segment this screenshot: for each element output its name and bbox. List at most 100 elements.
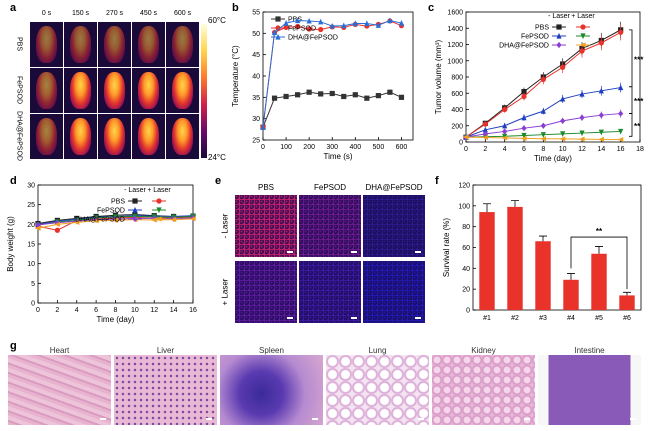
y-tick-label: 1000 bbox=[447, 58, 463, 65]
legend-entry: DHA@FePSOD bbox=[288, 35, 338, 42]
tissue-label: Lung bbox=[368, 346, 387, 355]
legend-marker bbox=[556, 32, 562, 39]
y-tick-label: 1200 bbox=[447, 42, 463, 49]
x-tick-label: 200 bbox=[303, 144, 315, 151]
x-tick-label: 0 bbox=[464, 146, 468, 153]
data-point bbox=[93, 218, 99, 224]
x-tick-label: 10 bbox=[131, 307, 139, 314]
y-tick-label: 80 bbox=[462, 224, 470, 231]
legend-marker bbox=[556, 24, 562, 30]
x-tick-label: 12 bbox=[150, 307, 158, 314]
legend-marker bbox=[580, 24, 586, 30]
data-point bbox=[560, 131, 566, 137]
colorbar-min-label: 24°C bbox=[208, 153, 226, 162]
bar bbox=[619, 295, 635, 310]
row-label: FePSOD bbox=[15, 75, 23, 105]
thermal-image bbox=[132, 68, 165, 113]
data-point bbox=[306, 26, 312, 32]
x-tick-label: 8 bbox=[114, 307, 118, 314]
data-point bbox=[579, 90, 585, 97]
error-bar bbox=[623, 291, 631, 296]
fluorescence-image bbox=[235, 261, 297, 323]
mouse-thermal-shape bbox=[172, 72, 193, 109]
row-label: + Laser bbox=[220, 278, 230, 306]
y-tick-label: 200 bbox=[451, 123, 463, 130]
thermal-image bbox=[30, 22, 63, 67]
data-point bbox=[482, 126, 488, 133]
panel-d-label: d bbox=[10, 175, 17, 187]
data-point bbox=[318, 26, 324, 33]
mouse-thermal-shape bbox=[138, 26, 159, 63]
fluorescence-image bbox=[363, 195, 425, 257]
histology-image bbox=[8, 355, 111, 425]
panel-a-label: a bbox=[10, 2, 17, 14]
y-axis-label: Tumor volume (mm³) bbox=[434, 39, 443, 114]
y-tick-label: 15 bbox=[27, 242, 35, 249]
data-point bbox=[502, 106, 508, 113]
fluorescence-image bbox=[299, 195, 361, 257]
data-point bbox=[387, 89, 393, 95]
data-point bbox=[578, 136, 585, 142]
scale-bar bbox=[312, 418, 318, 420]
column-label: DHA@FePSOD bbox=[365, 183, 423, 192]
x-tick-label: 16 bbox=[189, 307, 197, 314]
data-point bbox=[617, 136, 624, 143]
legend-marker bbox=[156, 198, 162, 204]
error-bar bbox=[539, 235, 547, 242]
time-label: 600 s bbox=[173, 10, 192, 17]
data-point bbox=[329, 22, 335, 29]
time-label: 150 s bbox=[71, 10, 90, 17]
data-point bbox=[598, 112, 604, 119]
y-tick-label: 20 bbox=[27, 222, 35, 229]
data-point bbox=[598, 40, 604, 46]
error-bar bbox=[567, 273, 575, 280]
x-tick-label: #1 bbox=[483, 315, 491, 322]
y-tick-label: 25 bbox=[252, 138, 260, 145]
y-tick-label: 800 bbox=[451, 75, 463, 82]
tumor-volume-chart: 0 2 4 6 8 10 12 14 16 18 0 200 400 600 800 1000 1200 1400… bbox=[434, 10, 644, 164]
y-tick-label: 120 bbox=[458, 183, 470, 190]
data-point bbox=[112, 217, 119, 223]
y-axis-label: Survival rate (%) bbox=[442, 218, 451, 277]
y-tick-label: 50 bbox=[252, 31, 260, 38]
data-point bbox=[375, 93, 381, 99]
data-point bbox=[560, 95, 566, 102]
panel-c: c 0 2 4 6 8 10 12 14 16 18 0 200 400 600 800 1000 1200 14… bbox=[428, 0, 650, 170]
scale-bar bbox=[415, 251, 421, 253]
y-tick-label: 100 bbox=[458, 203, 470, 210]
data-point bbox=[54, 221, 60, 227]
x-tick-label: 8 bbox=[541, 146, 545, 153]
thermal-image bbox=[166, 22, 199, 67]
legend-marker bbox=[132, 198, 138, 204]
x-tick-label: 400 bbox=[349, 144, 361, 151]
scale-bar bbox=[206, 418, 212, 420]
y-tick-label: 1400 bbox=[447, 26, 463, 33]
body-weight-chart: 0 2 4 6 8 10 12 14 16 0 5 10 15 20 25 30 Time (day) Body … bbox=[6, 183, 197, 325]
x-tick-label: #2 bbox=[511, 315, 519, 322]
data-point bbox=[170, 217, 177, 223]
x-tick-label: 16 bbox=[617, 146, 625, 153]
data-point bbox=[295, 17, 301, 24]
temperature-chart: 0 100 200 300 400 500 600 25 30 35 40 45 50 55 Time (s… bbox=[231, 10, 414, 161]
plot-frame bbox=[472, 184, 642, 311]
panel-e: e PBS FePSOD DHA@FePSOD - Laser + Laser bbox=[215, 175, 430, 335]
y-tick-label: 0 bbox=[466, 308, 470, 315]
legend-entry: PBS bbox=[111, 199, 125, 206]
legend-header-minus: - Laser bbox=[124, 187, 146, 194]
mouse-thermal-shape bbox=[36, 118, 57, 155]
y-axis-label: Body weight (g) bbox=[6, 216, 15, 272]
x-tick-label: 500 bbox=[373, 144, 385, 151]
panel-g-label: g bbox=[10, 340, 17, 352]
mouse-thermal-shape bbox=[138, 118, 159, 155]
x-tick-label: 2 bbox=[483, 146, 487, 153]
panel-e-label: e bbox=[215, 175, 222, 187]
legend-marker bbox=[556, 41, 562, 49]
thermal-image bbox=[98, 22, 131, 67]
scale-bar bbox=[630, 418, 636, 420]
legend-entry: DHA@FePSOD bbox=[75, 217, 125, 224]
y-tick-label: 1600 bbox=[447, 10, 463, 17]
data-point bbox=[352, 20, 358, 27]
x-tick-label: #4 bbox=[567, 315, 575, 322]
y-tick-label: 40 bbox=[252, 74, 260, 81]
data-point bbox=[462, 134, 469, 140]
